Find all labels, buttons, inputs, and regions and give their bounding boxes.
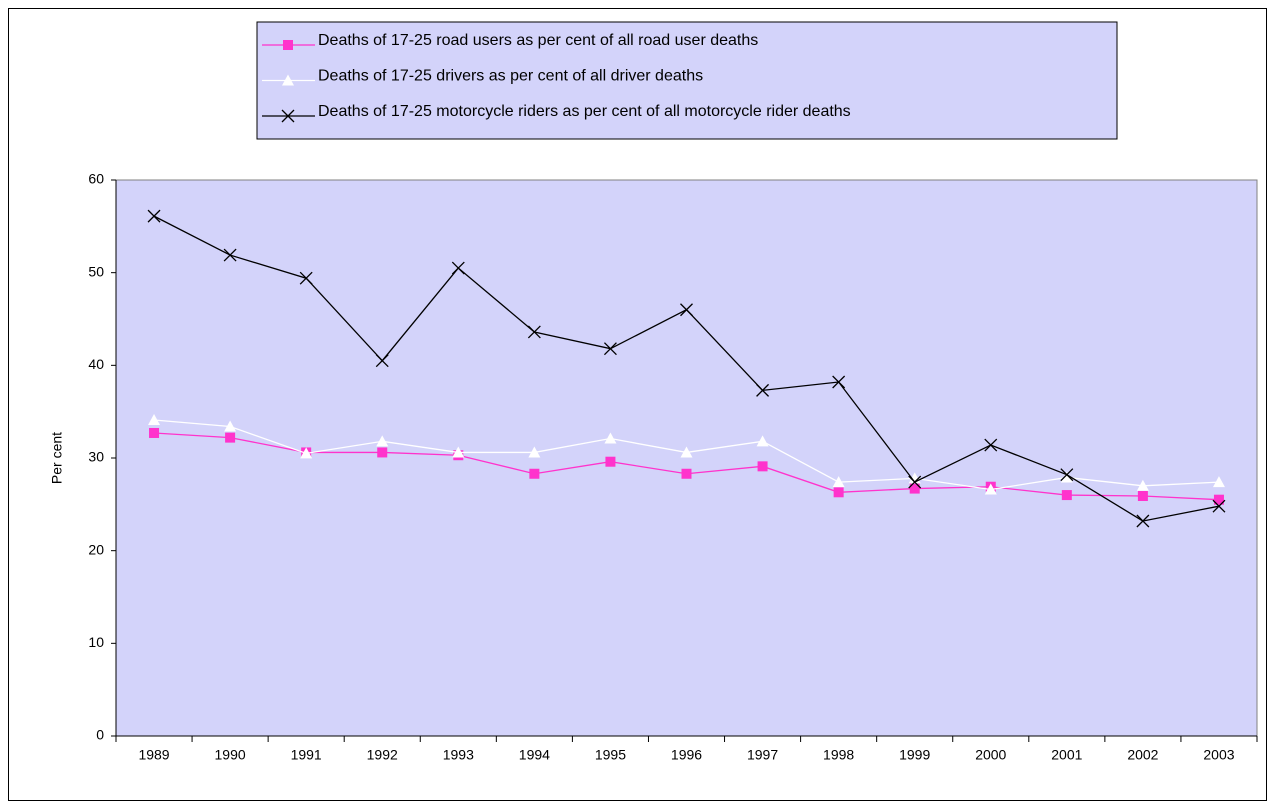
marker <box>376 435 389 447</box>
legend-label: Deaths of 17-25 drivers as per cent of a… <box>318 68 703 85</box>
marker <box>1137 490 1148 501</box>
x-tick-label: 1998 <box>823 747 854 763</box>
y-tick-label: 20 <box>88 541 104 557</box>
marker <box>1136 479 1149 491</box>
x-tick-label: 2003 <box>1203 747 1234 763</box>
marker <box>833 487 844 498</box>
marker <box>605 456 616 467</box>
x-tick-label: 1993 <box>443 747 474 763</box>
marker <box>908 475 922 489</box>
y-tick-label: 40 <box>88 356 104 372</box>
marker <box>832 476 845 488</box>
marker <box>147 209 161 223</box>
x-tick-label: 1996 <box>671 747 702 763</box>
marker <box>984 438 998 452</box>
y-tick-label: 10 <box>88 634 104 650</box>
marker <box>451 261 465 275</box>
marker <box>452 446 465 458</box>
marker <box>148 414 161 426</box>
marker <box>223 248 237 262</box>
marker <box>1212 476 1225 488</box>
marker <box>909 483 920 494</box>
marker <box>757 461 768 472</box>
marker <box>756 383 770 397</box>
marker <box>680 446 693 458</box>
x-tick-label: 1995 <box>595 747 626 763</box>
marker <box>984 483 997 495</box>
marker <box>149 427 160 438</box>
marker <box>756 435 769 447</box>
marker <box>604 432 617 444</box>
marker <box>832 375 846 389</box>
marker <box>283 40 293 50</box>
marker <box>1212 499 1226 513</box>
legend-label: Deaths of 17-25 road users as per cent o… <box>318 32 758 49</box>
marker <box>299 271 313 285</box>
y-tick-label: 0 <box>96 727 104 743</box>
marker <box>1213 494 1224 505</box>
x-tick-label: 1999 <box>899 747 930 763</box>
x-tick-label: 1992 <box>367 747 398 763</box>
marker <box>527 325 541 339</box>
x-tick-label: 1991 <box>291 747 322 763</box>
marker <box>1060 468 1074 482</box>
x-tick-label: 1990 <box>215 747 246 763</box>
x-tick-label: 1997 <box>747 747 778 763</box>
marker <box>225 432 236 443</box>
y-axis-label: Per cent <box>49 432 65 484</box>
marker <box>377 447 388 458</box>
plot-area <box>115 179 1258 737</box>
marker <box>281 109 295 123</box>
marker <box>680 303 693 317</box>
marker <box>375 354 389 368</box>
x-tick-label: 1994 <box>519 747 550 763</box>
marker <box>529 468 540 479</box>
marker <box>300 447 313 459</box>
x-tick-label: 2001 <box>1051 747 1082 763</box>
x-tick-label: 2000 <box>975 747 1006 763</box>
marker <box>282 74 294 86</box>
marker <box>1136 514 1150 528</box>
x-tick-label: 2002 <box>1127 747 1158 763</box>
marker <box>224 420 237 432</box>
legend-label: Deaths of 17-25 motorcycle riders as per… <box>318 103 851 120</box>
marker <box>1061 490 1072 501</box>
y-tick-label: 30 <box>88 449 104 465</box>
marker <box>528 446 541 458</box>
x-tick-label: 1989 <box>138 747 169 763</box>
marker <box>1060 471 1073 483</box>
y-tick-label: 50 <box>88 263 104 279</box>
legend-box <box>256 21 1118 140</box>
y-tick-label: 60 <box>88 171 104 187</box>
marker <box>603 342 617 356</box>
marker <box>681 468 692 479</box>
